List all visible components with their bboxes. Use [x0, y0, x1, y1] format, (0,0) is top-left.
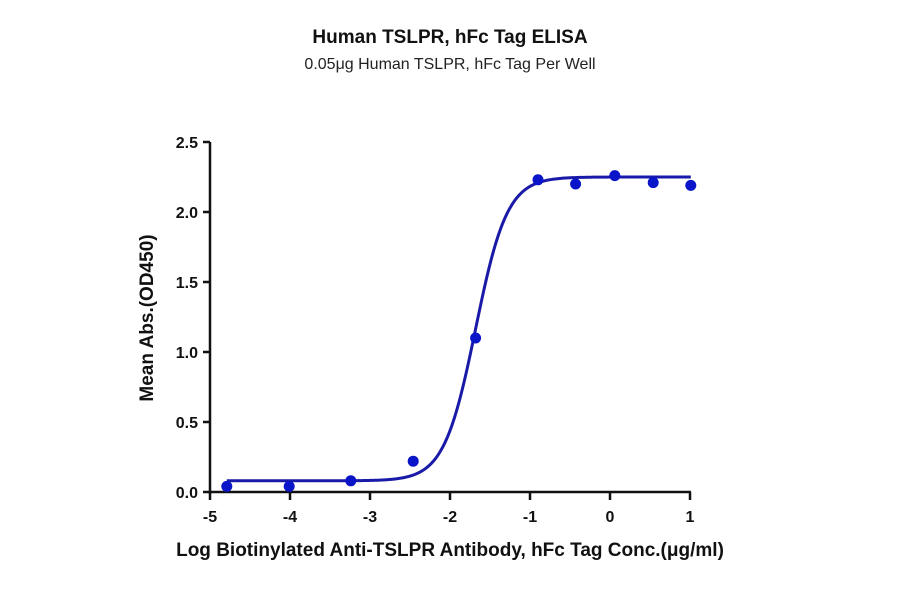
y-tick-label: 0.5 — [176, 415, 198, 432]
y-tick-label: 1.0 — [176, 345, 198, 362]
data-point — [221, 480, 233, 492]
y-tick-label: 1.5 — [176, 275, 198, 292]
data-point — [345, 475, 357, 487]
data-point — [532, 174, 544, 186]
x-tick-label: -3 — [363, 509, 377, 526]
x-tick-label: -1 — [523, 509, 537, 526]
data-point — [609, 170, 621, 182]
axes: 0.0 0.5 1.0 1.5 2.0 2.5 -5 -4 -3 -2 -1 0 1 — [176, 135, 695, 526]
y-tick-label: 2.0 — [176, 205, 198, 222]
x-tick-label: -5 — [203, 509, 217, 526]
y-tick-label: 2.5 — [176, 135, 198, 152]
data-point — [470, 332, 482, 344]
chart-subtitle: 0.05μg Human TSLPR, hFc Tag Per Well — [304, 56, 596, 73]
data-point — [570, 178, 582, 190]
data-point — [283, 480, 295, 492]
data-point — [407, 455, 419, 467]
data-point — [685, 179, 697, 191]
x-tick-label: -4 — [283, 509, 297, 526]
data-points — [221, 170, 697, 492]
chart-title: Human TSLPR, hFc Tag ELISA — [312, 27, 588, 48]
y-tick-label: 0.0 — [176, 485, 198, 502]
x-tick-label: 1 — [686, 509, 695, 526]
data-point — [647, 177, 659, 189]
x-tick-label: 0 — [606, 509, 615, 526]
fit-curve — [226, 175, 691, 483]
x-tick-label: -2 — [443, 509, 457, 526]
x-axis-label: Log Biotinylated Anti-TSLPR Antibody, hF… — [176, 540, 724, 561]
